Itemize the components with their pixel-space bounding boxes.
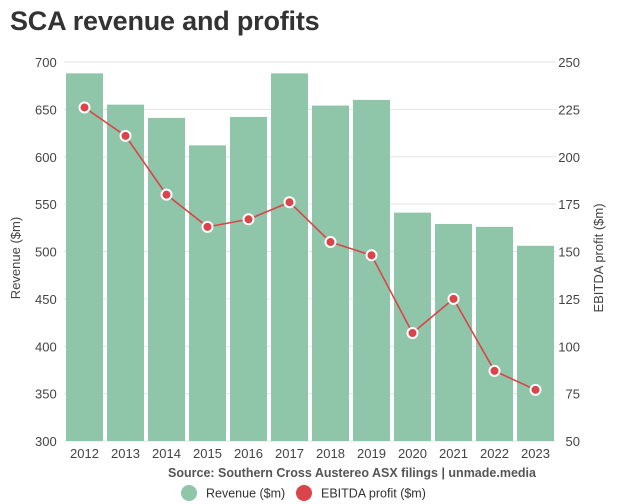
right-axis-ticks: 50 75 100 125 150 175 200 225 250 bbox=[558, 55, 580, 449]
revenue-bar bbox=[435, 224, 472, 441]
x-tick-label: 2014 bbox=[152, 446, 181, 461]
left-tick-label: 500 bbox=[35, 245, 57, 260]
left-tick-label: 700 bbox=[35, 55, 57, 70]
ebitda-point bbox=[160, 188, 173, 201]
gridlines bbox=[64, 61, 556, 442]
ebitda-point bbox=[447, 292, 460, 305]
ebitda-point bbox=[283, 196, 296, 209]
left-tick-label: 400 bbox=[35, 339, 57, 354]
revenue-bar bbox=[189, 145, 226, 441]
revenue-bar bbox=[230, 116, 267, 441]
ebitda-point bbox=[242, 213, 255, 226]
left-axis-ticks: 300 350 400 450 500 550 600 650 700 bbox=[35, 55, 57, 449]
right-tick-label: 100 bbox=[558, 339, 580, 354]
ebitda-point bbox=[119, 129, 132, 142]
revenue-bar bbox=[353, 99, 390, 442]
x-tick-label: 2020 bbox=[398, 446, 427, 461]
right-tick-label: 150 bbox=[558, 245, 580, 260]
ebitda-point bbox=[488, 364, 501, 377]
legend-ebitda-label: EBITDA profit ($m) bbox=[321, 487, 426, 501]
right-tick-label: 125 bbox=[558, 292, 580, 307]
x-tick-label: 2012 bbox=[70, 446, 99, 461]
legend-ebitda-swatch bbox=[296, 485, 312, 501]
right-tick-label: 200 bbox=[558, 150, 580, 165]
right-tick-label: 225 bbox=[558, 102, 580, 117]
x-tick-label: 2019 bbox=[357, 446, 386, 461]
x-tick-label: 2013 bbox=[111, 446, 140, 461]
revenue-bar bbox=[476, 226, 513, 441]
ebitda-point bbox=[529, 383, 542, 396]
left-tick-label: 450 bbox=[35, 292, 57, 307]
ebitda-point bbox=[324, 236, 337, 249]
left-tick-label: 350 bbox=[35, 387, 57, 402]
x-tick-label: 2017 bbox=[275, 446, 304, 461]
revenue-bars bbox=[66, 73, 554, 442]
right-axis-label: EBITDA profit ($m) bbox=[591, 203, 606, 312]
revenue-bar bbox=[312, 105, 349, 442]
x-tick-label: 2018 bbox=[316, 446, 345, 461]
revenue-bar bbox=[394, 212, 431, 441]
revenue-bar bbox=[148, 117, 185, 441]
left-axis-label: Revenue ($m) bbox=[8, 217, 23, 299]
ebitda-line bbox=[78, 101, 542, 396]
legend-revenue-label: Revenue ($m) bbox=[206, 487, 285, 501]
x-tick-label: 2016 bbox=[234, 446, 263, 461]
ebitda-point bbox=[365, 249, 378, 262]
chart-title: SCA revenue and profits bbox=[10, 6, 320, 36]
left-tick-label: 600 bbox=[35, 150, 57, 165]
left-tick-label: 300 bbox=[35, 434, 57, 449]
right-tick-label: 50 bbox=[566, 434, 580, 449]
x-tick-label: 2021 bbox=[439, 446, 468, 461]
right-tick-label: 250 bbox=[558, 55, 580, 70]
left-tick-label: 650 bbox=[35, 102, 57, 117]
source-note: Source: Southern Cross Austereo ASX fili… bbox=[168, 466, 537, 480]
revenue-bar bbox=[66, 73, 103, 442]
ebitda-point bbox=[406, 326, 419, 339]
x-tick-label: 2022 bbox=[480, 446, 509, 461]
ebitda-point bbox=[201, 220, 214, 233]
left-tick-label: 550 bbox=[35, 197, 57, 212]
revenue-bar bbox=[271, 73, 308, 442]
revenue-bar bbox=[517, 245, 554, 441]
x-axis-ticks: 2012 2013 2014 2015 2016 2017 2018 2019 2020 2021… bbox=[70, 446, 550, 461]
x-tick-label: 2015 bbox=[193, 446, 222, 461]
ebitda-line-path bbox=[84, 106, 536, 391]
legend: Revenue ($m) EBITDA profit ($m) bbox=[181, 485, 426, 501]
x-tick-label: 2023 bbox=[521, 446, 550, 461]
legend-revenue-swatch bbox=[181, 485, 197, 501]
ebitda-point bbox=[78, 101, 91, 114]
right-tick-label: 75 bbox=[566, 387, 580, 402]
revenue-bar bbox=[107, 104, 144, 441]
right-tick-label: 175 bbox=[558, 197, 580, 212]
